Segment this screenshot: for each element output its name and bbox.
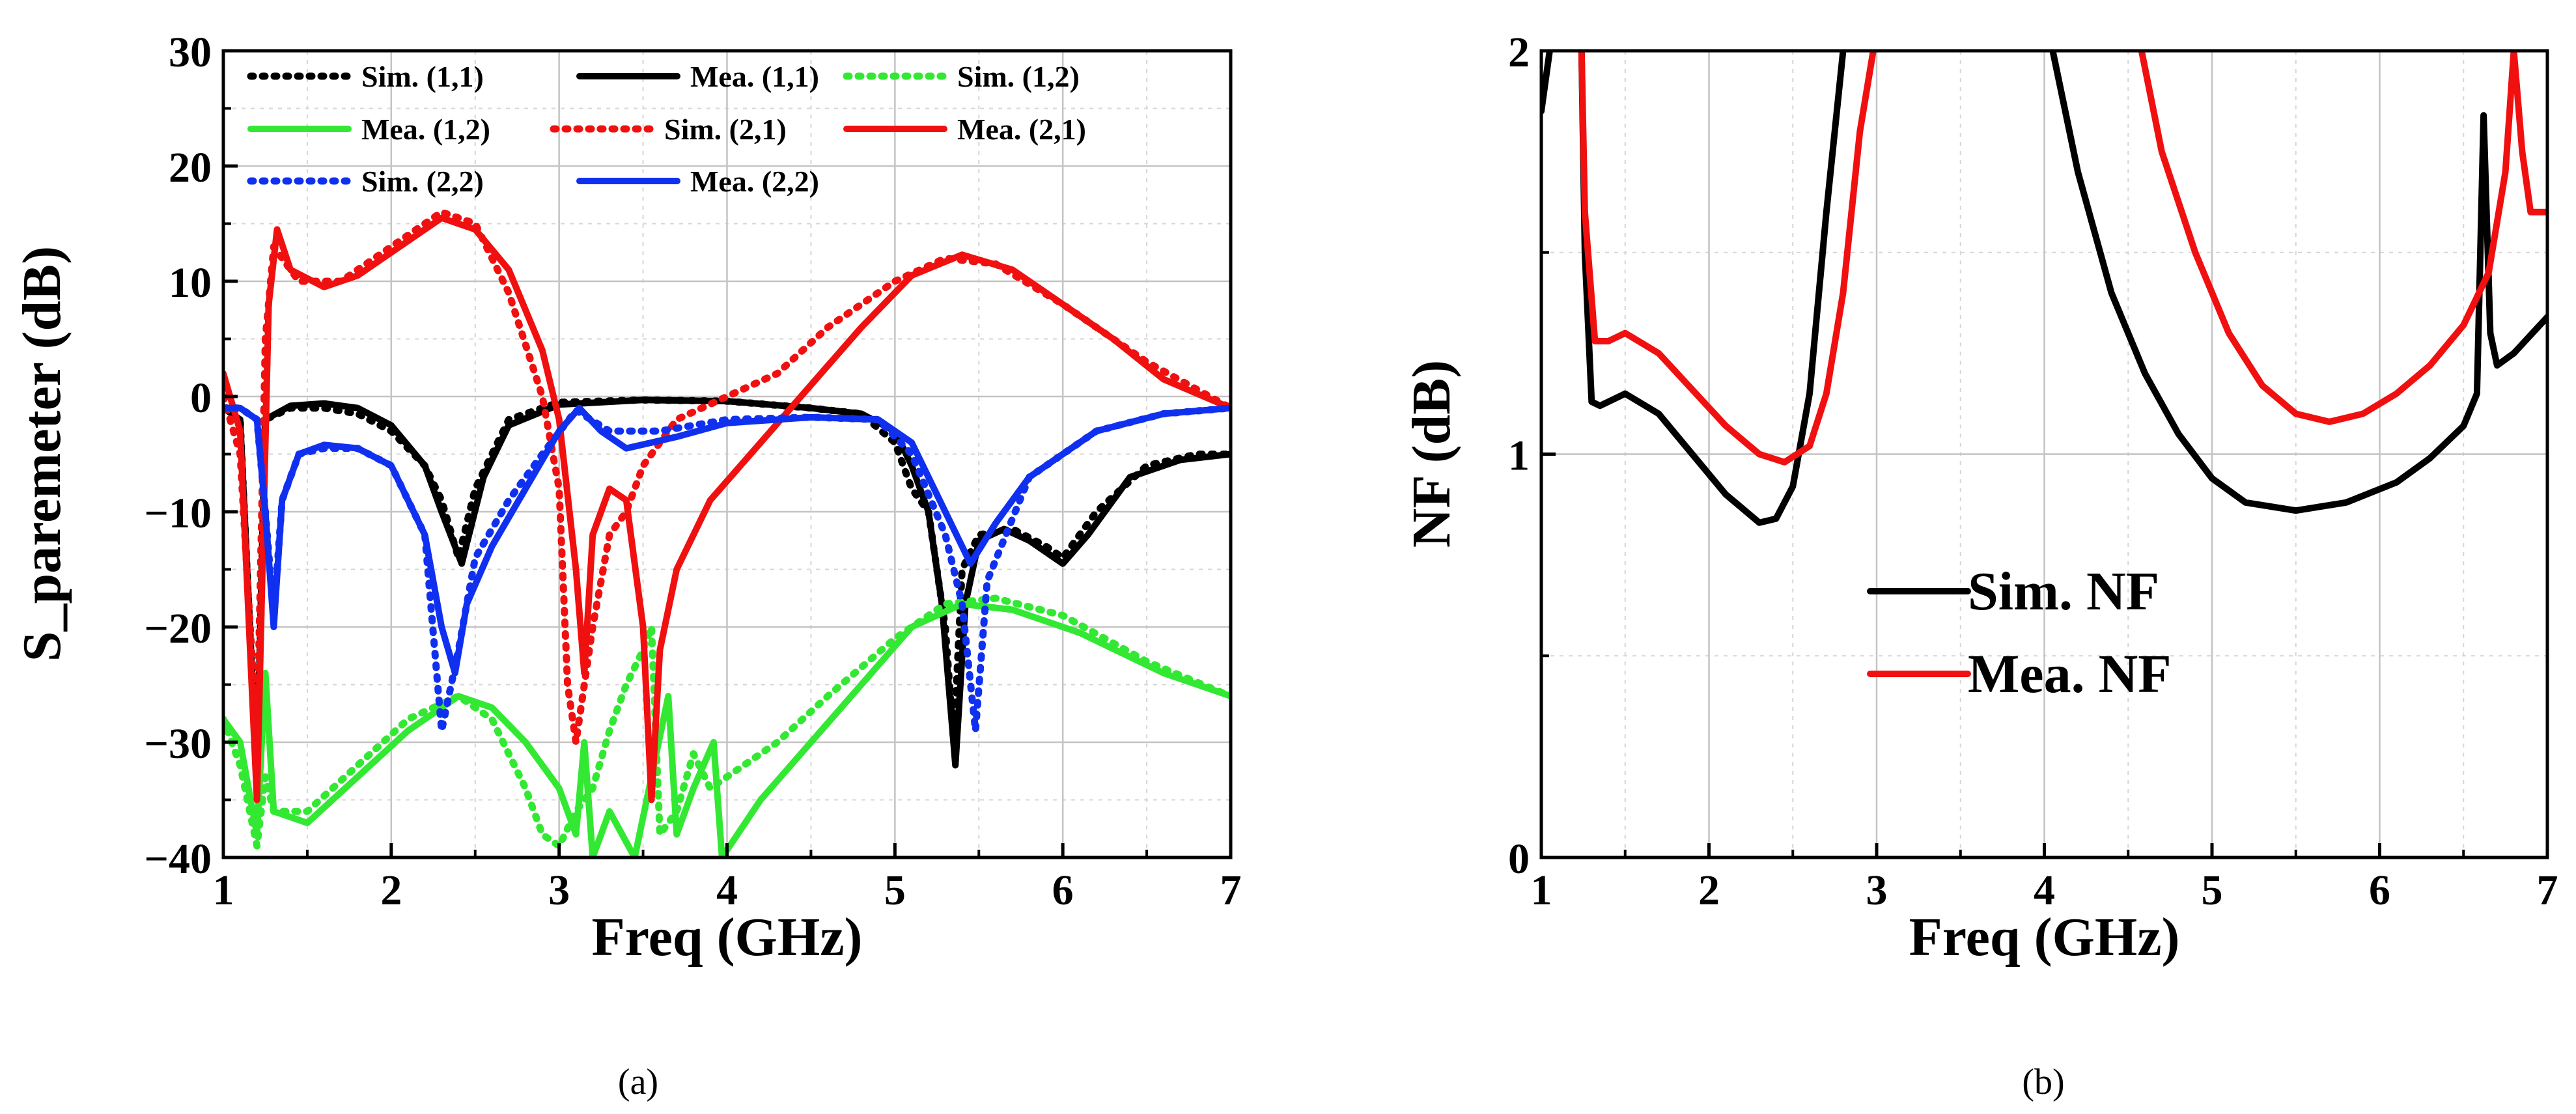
y-axis-title: S_paremeter (dB) <box>12 246 72 661</box>
legend-a-label: Sim. (2,2) <box>361 165 484 198</box>
y-tick-label: −40 <box>144 835 212 883</box>
legend-a-label: Mea. (2,1) <box>957 113 1086 146</box>
y-tick-label: −20 <box>144 605 212 652</box>
x-tick-label: 4 <box>2034 867 2055 914</box>
legend-a-label: Mea. (2,2) <box>690 165 819 198</box>
series-mea-1-2-line <box>223 600 1231 857</box>
x-tick-label: 5 <box>2202 867 2223 914</box>
panel-caption: (b) <box>2022 1062 2064 1102</box>
x-tick-label: 2 <box>380 867 402 914</box>
x-tick-label: 6 <box>2369 867 2390 914</box>
y-tick-label: 2 <box>1508 29 1530 76</box>
series-group <box>223 208 1231 857</box>
panel-a-s-parameter-chart: 1 2 3 4 5 6 7 30 20 10 0 −10 −20 −30 −40 Freq (GHz) S_pa… <box>12 29 1242 1102</box>
x-tick-label: 6 <box>1052 867 1074 914</box>
legend-b-label: Sim. NF <box>1968 561 2159 622</box>
y-axis-title: NF (dB) <box>1401 360 1462 548</box>
y-tick-label: 30 <box>169 29 212 76</box>
legend-a-label: Mea. (1,1) <box>690 60 819 93</box>
series-mea-2-2-line <box>223 404 1231 676</box>
x-tick-label: 2 <box>1698 867 1720 914</box>
legend-a: Sim. (1,1) Mea. (1,1) Sim. (1,2) Mea. (1,2)… <box>247 60 1086 198</box>
series-sim-nf-line <box>2049 51 2547 514</box>
x-axis-title: Freq (GHz) <box>592 907 863 968</box>
legend-b: Sim. NF Mea. NF <box>1867 561 2172 704</box>
legend-b-label: Mea. NF <box>1968 644 2172 704</box>
legend-a-label: Sim. (1,2) <box>957 60 1080 93</box>
x-tick-label: 3 <box>1866 867 1888 914</box>
y-tick-label: 0 <box>1508 835 1530 883</box>
series-mea-nf-line <box>2138 51 2547 425</box>
x-tick-label: 1 <box>213 867 234 914</box>
panel-caption: (a) <box>618 1062 658 1102</box>
y-tick-label: 0 <box>190 374 212 422</box>
x-tick-label: 7 <box>1220 867 1242 914</box>
x-tick-label: 7 <box>2537 867 2558 914</box>
series-sim-nf-line <box>1578 51 1847 526</box>
series-mea-2-1-line <box>223 214 1231 803</box>
x-tick-label: 3 <box>548 867 570 914</box>
x-tick-label: 1 <box>1531 867 1552 914</box>
series-mea-nf-line <box>1578 51 1877 466</box>
series-mea-1-1-line <box>223 397 1231 781</box>
y-tick-label: 1 <box>1508 432 1530 480</box>
legend-a-label: Sim. (1,1) <box>361 60 484 93</box>
x-axis-title: Freq (GHz) <box>1909 907 2180 968</box>
y-tick-label: 10 <box>169 259 212 307</box>
series-group <box>1541 51 2547 526</box>
y-tick-label: 20 <box>169 144 212 191</box>
y-tick-label: −10 <box>144 490 212 537</box>
legend-a-label: Sim. (2,1) <box>664 113 787 146</box>
y-tick-label: −30 <box>144 720 212 768</box>
series-sim-1-1-line <box>223 396 1231 792</box>
series-sim-1-2-line <box>223 594 1231 850</box>
legend-a-label: Mea. (1,2) <box>361 113 490 146</box>
x-tick-label: 4 <box>716 867 738 914</box>
x-tick-label: 5 <box>884 867 906 914</box>
